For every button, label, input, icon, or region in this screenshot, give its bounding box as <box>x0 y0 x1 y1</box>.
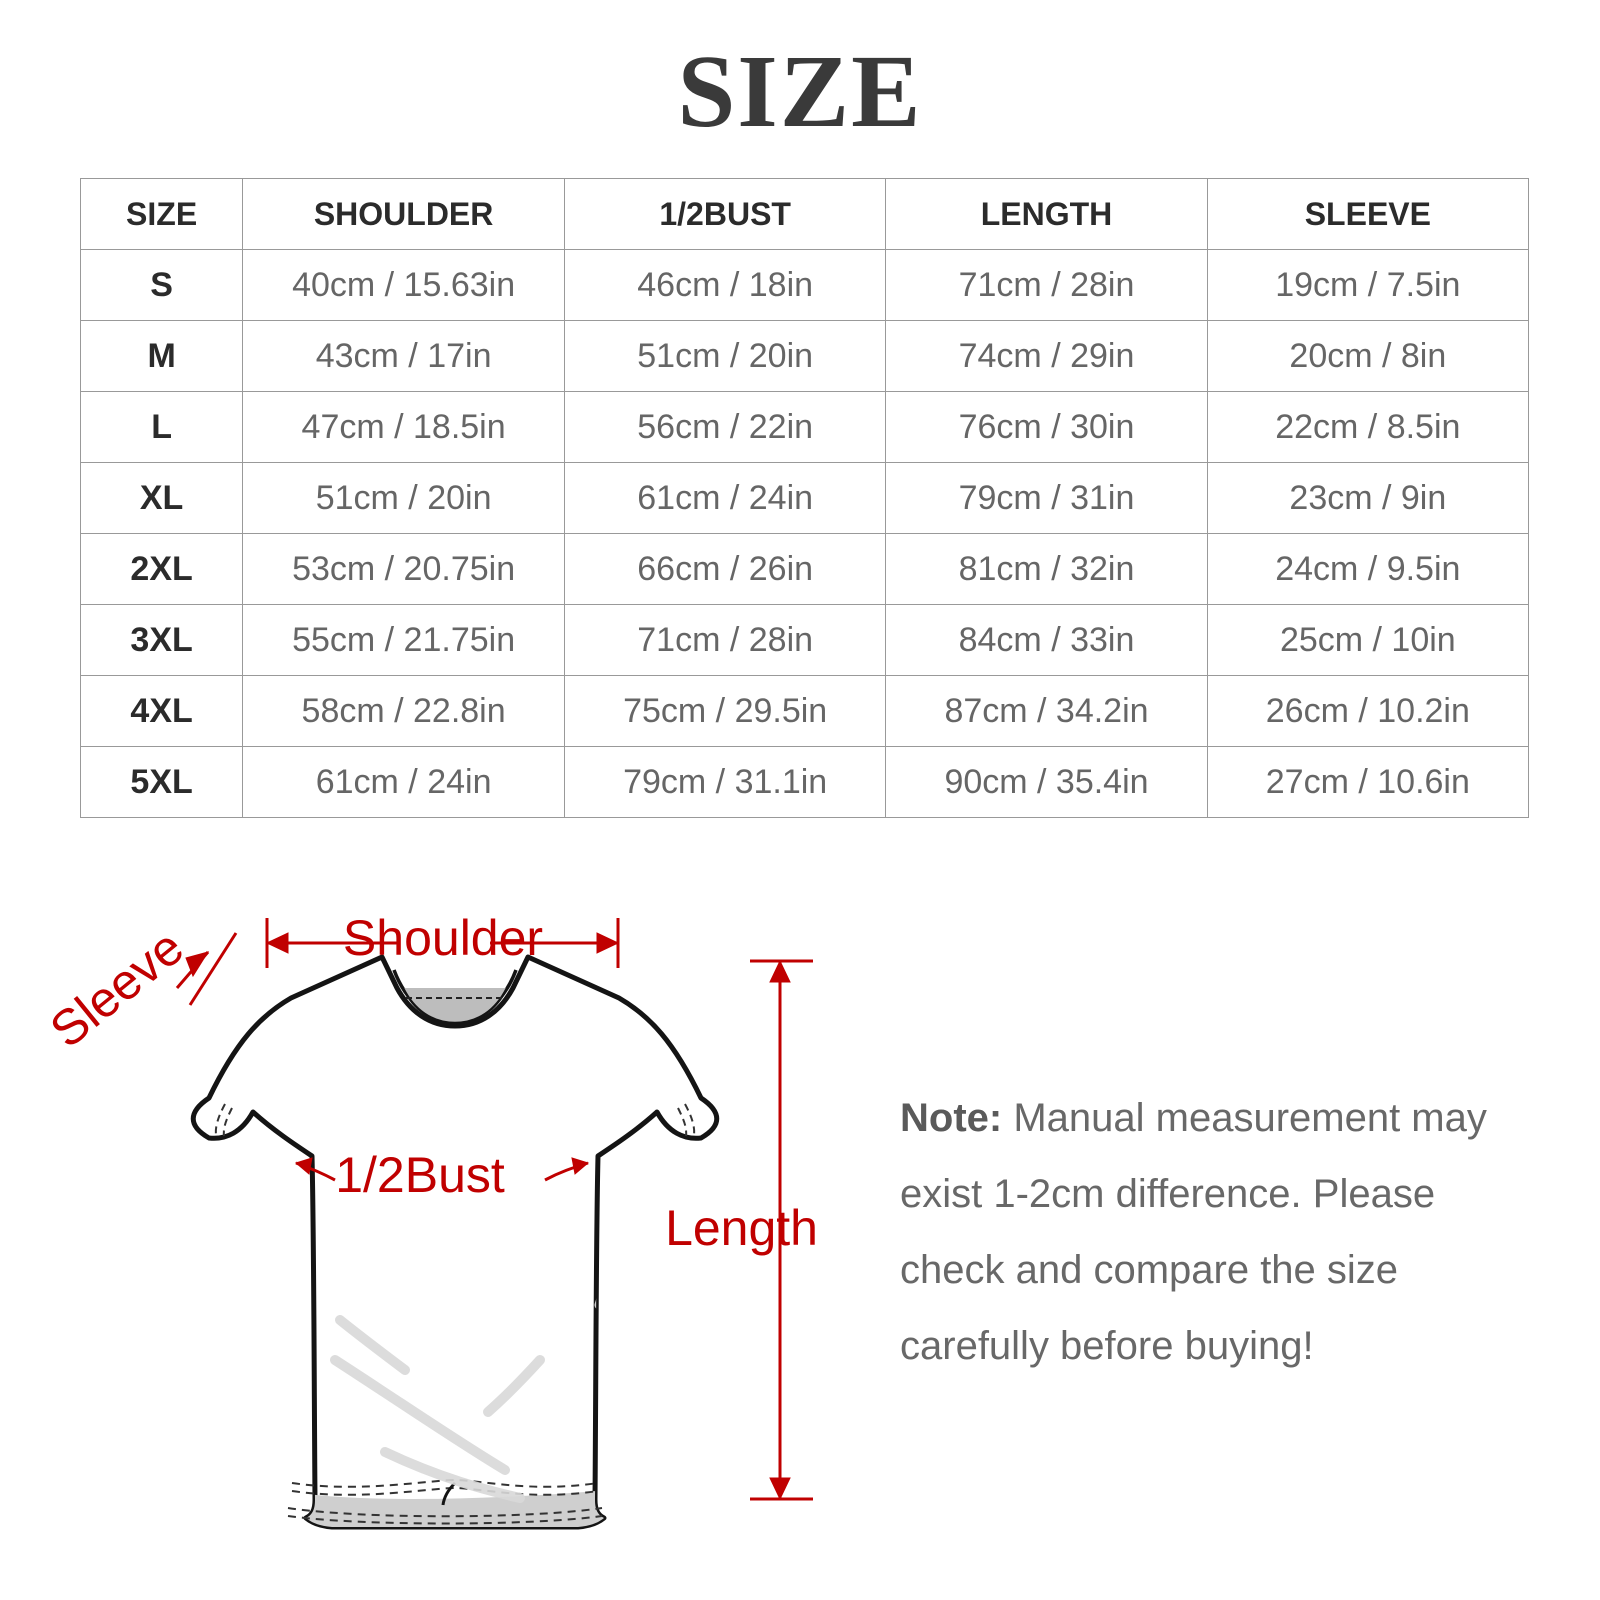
svg-text:Sleeve: Sleeve <box>40 919 194 1059</box>
svg-text:Length: Length <box>665 1200 818 1256</box>
svg-text:Shoulder: Shoulder <box>343 910 543 966</box>
svg-text:1/2Bust: 1/2Bust <box>335 1147 505 1203</box>
